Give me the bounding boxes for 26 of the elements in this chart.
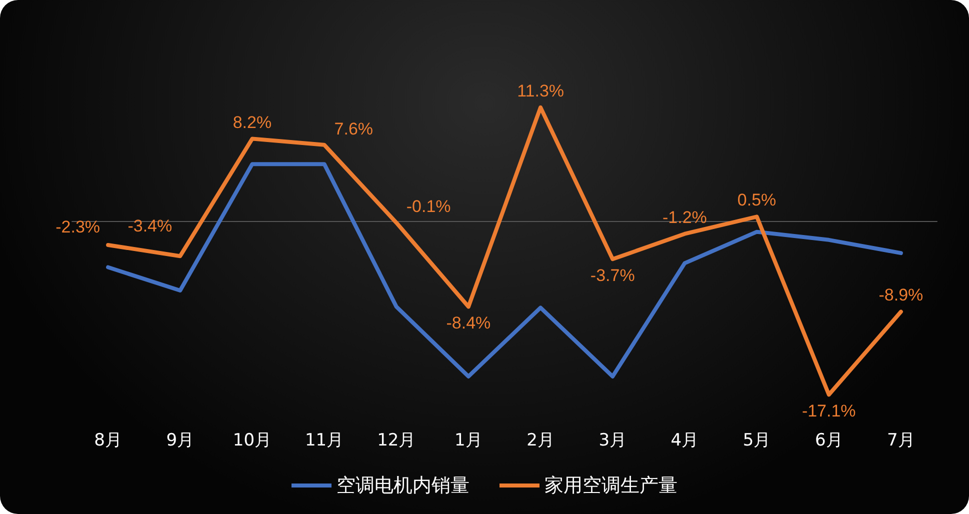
data-label: -0.1% <box>406 197 451 216</box>
data-label: -2.3% <box>56 217 100 236</box>
data-label: -1.2% <box>662 208 707 227</box>
x-tick-label: 2月 <box>526 430 554 450</box>
x-tick-label: 8月 <box>94 430 122 450</box>
x-tick-label: 10月 <box>232 430 272 450</box>
x-tick-label: 6月 <box>814 430 843 450</box>
legend-label: 空调电机内销量 <box>336 474 470 496</box>
legend-label: 家用空调生产量 <box>544 474 678 496</box>
data-label: 7.6% <box>334 119 374 138</box>
x-tick-label: 1月 <box>454 430 482 450</box>
data-label: -8.9% <box>878 286 924 305</box>
data-label: -3.7% <box>590 266 635 286</box>
x-tick-label: 9月 <box>166 430 194 450</box>
data-label: -17.1% <box>802 402 856 421</box>
data-label: 8.2% <box>232 112 272 132</box>
data-label: -8.4% <box>446 314 491 333</box>
data-label: 0.5% <box>737 190 776 210</box>
x-tick-label: 11月 <box>304 430 344 450</box>
data-label: -3.4% <box>128 216 172 236</box>
x-tick-label: 3月 <box>598 430 627 450</box>
x-tick-label: 5月 <box>742 430 771 450</box>
x-tick-label: 7月 <box>887 430 915 450</box>
x-tick-label: 4月 <box>670 430 699 450</box>
x-tick-label: 12月 <box>377 430 416 450</box>
data-label: 11.3% <box>517 81 564 100</box>
